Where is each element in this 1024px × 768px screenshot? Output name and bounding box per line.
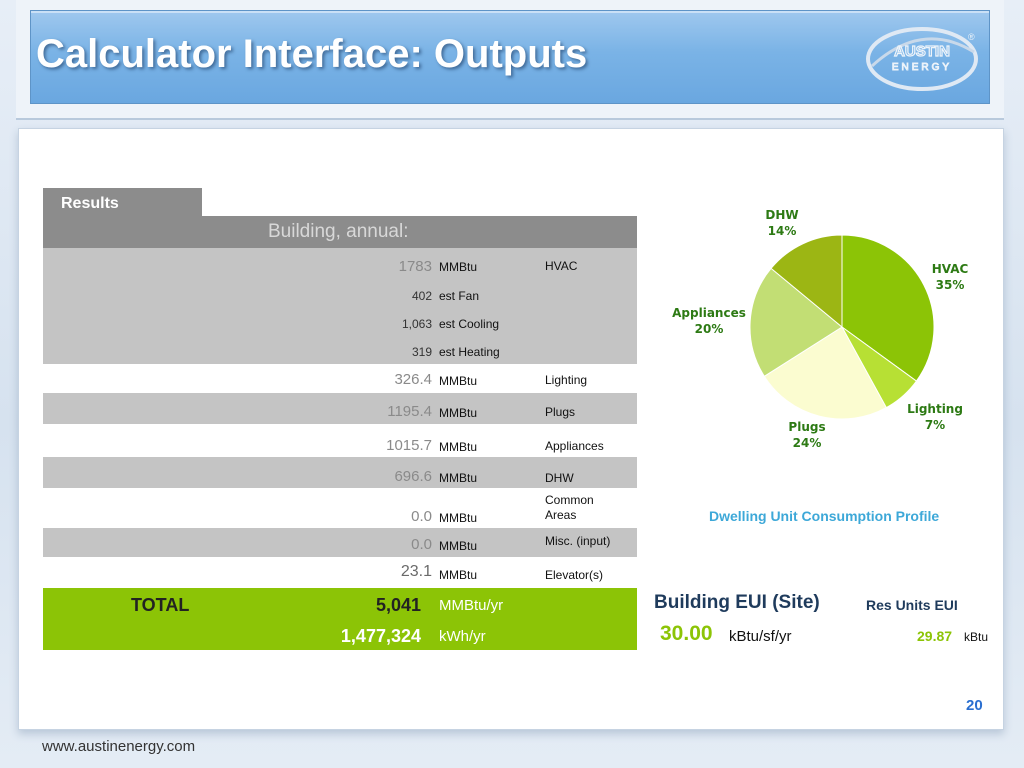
elevator-value: 23.1 — [400, 563, 432, 580]
est-fan-unit: est Fan — [439, 289, 480, 303]
table-row: 326.4 MMBtu Lighting — [43, 366, 637, 392]
pie-label-plugs: Plugs — [788, 420, 825, 434]
common-areas-category: Common Areas — [545, 493, 594, 522]
lighting-unit: MMBtu — [439, 374, 478, 388]
pie-percent-hvac: 35% — [936, 278, 965, 292]
dhw-category: DHW — [545, 471, 574, 485]
lighting-category: Lighting — [545, 373, 588, 387]
pie-percent-dhw: 14% — [768, 224, 797, 238]
pie-slice-appliances — [749, 267, 843, 377]
pie-percent-lighting: 7% — [925, 418, 945, 432]
table-row: 0.0 MMBtu Misc. (input) — [43, 528, 637, 557]
table-row: 0.0 MMBtu Common Areas — [43, 489, 637, 527]
building-eui-value: 30.00 — [660, 622, 713, 645]
svg-text:ENERGY: ENERGY — [892, 62, 952, 73]
building-eui-unit: kBtu/sf/yr — [729, 628, 792, 645]
common-areas-unit: MMBtu — [439, 511, 478, 525]
table-row: 1783 MMBtu HVAC 402 est Fan 1,063 est Co… — [43, 248, 637, 364]
dhw-unit: MMBtu — [439, 471, 478, 485]
est-heating-unit: est Heating — [439, 345, 500, 359]
res-units-eui-value: 29.87 — [917, 628, 953, 644]
est-heating-value: 319 — [411, 345, 432, 359]
lighting-value: 326.4 — [394, 371, 432, 388]
pie-chart-title: Dwelling Unit Consumption Profile — [709, 508, 940, 524]
total-kwh-unit: kWh/yr — [439, 628, 486, 645]
pie-percent-plugs: 24% — [793, 436, 822, 450]
table-row: 1195.4 MMBtu Plugs — [43, 393, 637, 424]
appliances-unit: MMBtu — [439, 440, 478, 454]
pie-percent-appliances: 20% — [695, 322, 724, 336]
pie-label-appliances: Appliances — [672, 306, 746, 320]
pie-slice-hvac — [841, 234, 935, 382]
res-units-eui-unit: kBtu — [964, 630, 989, 644]
austin-energy-logo-icon: AUSTIN ENERGY ® — [866, 27, 978, 91]
total-mmbtu-unit: MMBtu/yr — [439, 597, 504, 614]
table-row: 23.1 MMBtu Elevator(s) — [43, 558, 637, 588]
total-band: TOTAL 5,041 MMBtu/yr 1,477,324 kWh/yr — [43, 588, 637, 650]
plugs-category: Plugs — [545, 405, 576, 419]
table-row: 1015.7 MMBtu Appliances — [43, 426, 637, 457]
est-fan-value: 402 — [411, 289, 432, 303]
est-cooling-unit: est Cooling — [439, 317, 500, 331]
appliances-category: Appliances — [545, 439, 604, 453]
building-annual-header: Building, annual: — [43, 216, 637, 248]
total-mmbtu-value: 5,041 — [375, 595, 421, 615]
results-tab[interactable]: Results — [43, 188, 202, 216]
pie-slice-plugs — [763, 326, 888, 420]
pie-label-dhw: DHW — [765, 208, 798, 222]
common-areas-value: 0.0 — [411, 508, 432, 525]
hvac-value: 1783 — [398, 258, 432, 275]
plugs-value: 1195.4 — [387, 403, 432, 420]
total-kwh-value: 1,477,324 — [340, 626, 421, 646]
elevator-category: Elevator(s) — [545, 568, 604, 582]
header-frame — [16, 0, 1004, 120]
hvac-unit: MMBtu — [439, 260, 478, 274]
plugs-unit: MMBtu — [439, 406, 478, 420]
dhw-value: 696.6 — [394, 468, 432, 485]
page-number: 20 — [966, 697, 983, 714]
appliances-value: 1015.7 — [386, 437, 432, 454]
pie-label-lighting: Lighting — [907, 402, 963, 416]
building-eui-title: Building EUI (Site) — [654, 592, 820, 613]
res-units-eui-title: Res Units EUI — [866, 597, 958, 613]
consumption-pie-chart: HVAC 35% Lighting 7% Plugs 24% Appliances 20% DH… — [672, 208, 969, 450]
svg-text:AUSTIN: AUSTIN — [894, 43, 950, 60]
hvac-category: HVAC — [545, 259, 578, 273]
pie-slice-dhw — [770, 234, 843, 329]
pie-label-hvac: HVAC — [932, 262, 969, 276]
misc-unit: MMBtu — [439, 539, 478, 553]
total-label: TOTAL — [131, 595, 190, 615]
misc-value: 0.0 — [411, 536, 432, 553]
misc-category: Misc. (input) — [545, 534, 611, 548]
elevator-unit: MMBtu — [439, 568, 478, 582]
est-cooling-value: 1,063 — [401, 317, 432, 331]
table-row: 696.6 MMBtu DHW — [43, 457, 637, 488]
page-title: Calculator Interface: Outputs — [36, 32, 588, 76]
title-band — [30, 10, 990, 104]
svg-text:®: ® — [968, 32, 975, 42]
footer-url: www.austinenergy.com — [42, 738, 196, 755]
